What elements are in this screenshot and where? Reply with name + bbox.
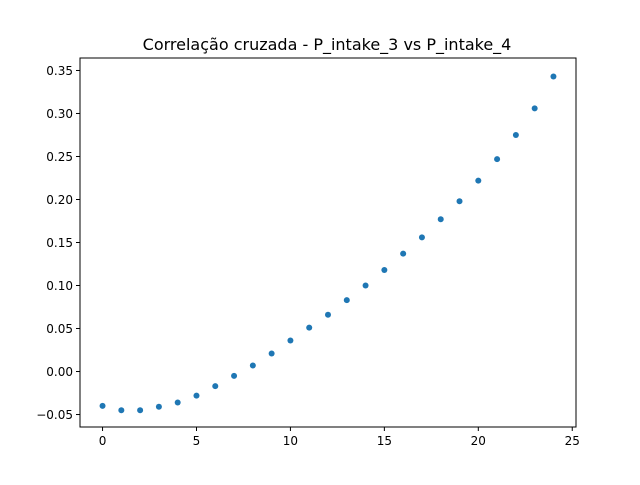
data-point <box>231 372 238 379</box>
data-point <box>137 407 144 414</box>
y-tick-label: 0.00 <box>46 365 73 379</box>
data-point <box>268 350 275 357</box>
x-tick-label: 25 <box>565 434 580 448</box>
chart-title: Correlação cruzada - P_intake_3 vs P_int… <box>143 35 512 55</box>
data-point <box>193 392 200 399</box>
y-tick-label: 0.30 <box>46 107 73 121</box>
x-tick-label: 15 <box>377 434 392 448</box>
x-tick-label: 5 <box>193 434 201 448</box>
data-point <box>212 383 219 390</box>
data-point <box>475 177 482 184</box>
data-point <box>343 297 350 304</box>
x-tick-label: 0 <box>99 434 107 448</box>
data-point <box>362 282 369 289</box>
y-tick-label: 0.35 <box>46 64 73 78</box>
data-point <box>531 105 538 112</box>
data-point <box>99 402 106 409</box>
data-point <box>118 407 125 414</box>
y-tick-label: 0.25 <box>46 150 73 164</box>
data-point <box>287 337 294 344</box>
data-point <box>381 267 388 274</box>
data-point <box>437 216 444 223</box>
y-tick-label: −0.05 <box>36 408 73 422</box>
data-point <box>550 73 557 80</box>
y-tick-label: 0.05 <box>46 322 73 336</box>
x-tick-label: 10 <box>283 434 298 448</box>
data-point <box>325 311 331 318</box>
x-tick-label: 20 <box>471 434 486 448</box>
plot-frame <box>79 57 577 428</box>
data-point <box>418 234 425 241</box>
data-point <box>400 250 407 257</box>
data-point <box>306 324 313 331</box>
data-point <box>249 362 256 369</box>
data-point <box>174 399 181 406</box>
y-tick-label: 0.20 <box>46 193 73 207</box>
data-point <box>512 131 519 138</box>
data-point <box>456 198 463 205</box>
y-tick-label: 0.15 <box>46 236 73 250</box>
y-tick-label: 0.10 <box>46 279 73 293</box>
data-point <box>494 156 501 163</box>
data-point <box>155 403 162 410</box>
